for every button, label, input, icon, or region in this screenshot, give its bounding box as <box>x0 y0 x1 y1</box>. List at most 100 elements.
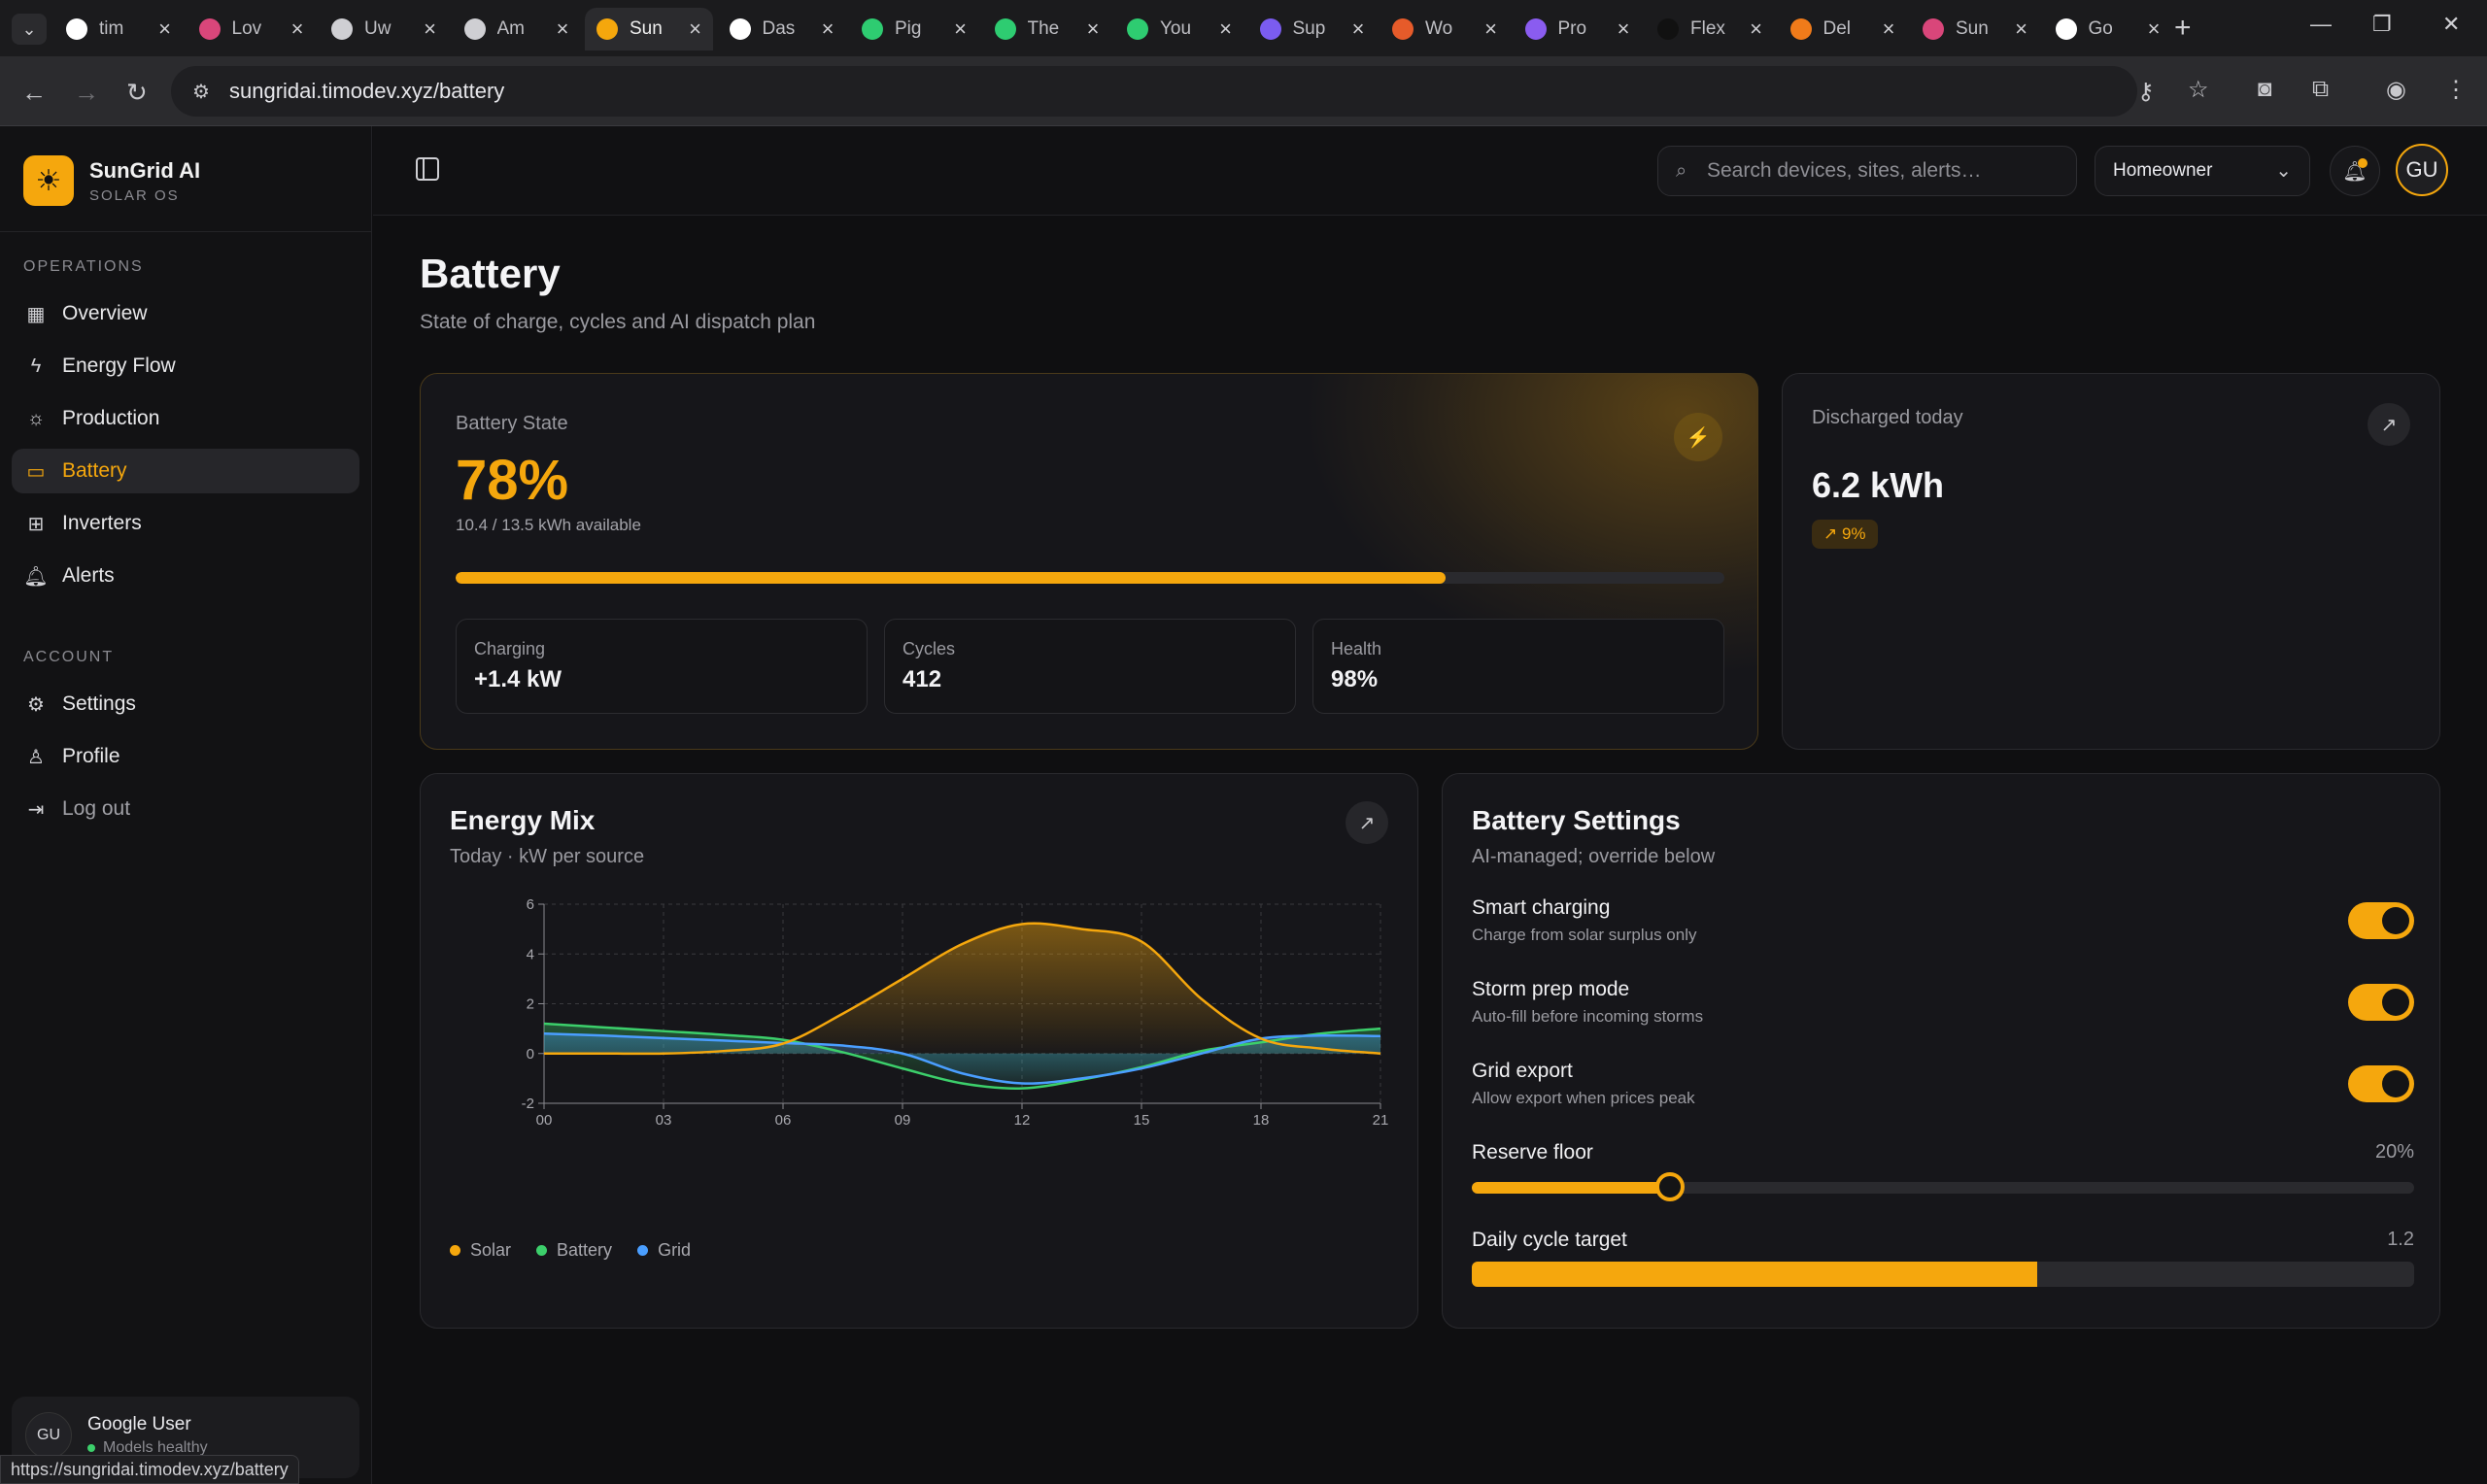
tab-title: tim <box>99 18 124 39</box>
smart-charging-toggle[interactable] <box>2348 902 2414 939</box>
browser-tab[interactable]: Das × <box>718 8 846 51</box>
discharged-today-card: Discharged today ↗ 6.2 kWh ↗ 9% <box>1782 373 2440 750</box>
minimize-button[interactable]: — <box>2310 12 2332 36</box>
password-key-icon[interactable]: ⚷ <box>2137 79 2155 105</box>
browser-tab[interactable]: Go × <box>2044 8 2172 51</box>
browser-tab[interactable]: Uw × <box>320 8 448 51</box>
close-tab-icon[interactable]: × <box>1484 17 1497 41</box>
setting-title: Daily cycle target <box>1472 1229 1627 1251</box>
extensions-icon[interactable]: ⧉ <box>2312 76 2330 102</box>
close-tab-icon[interactable]: × <box>2015 17 2027 41</box>
notification-dot <box>2358 158 2368 168</box>
setting-title: Smart charging <box>1472 896 1611 919</box>
sidebar-item-settings[interactable]: ⚙ Settings <box>12 682 359 726</box>
top-bar: ⌕ Search devices, sites, alerts… Homeown… <box>373 126 2487 216</box>
trend-badge: ↗ 9% <box>1812 520 1878 549</box>
search-input[interactable]: ⌕ Search devices, sites, alerts… <box>1657 146 2077 196</box>
close-tab-icon[interactable]: × <box>1351 17 1365 41</box>
close-tab-icon[interactable]: × <box>689 17 701 41</box>
daily-cycle-value: 1.2 <box>2387 1229 2414 1250</box>
open-details-button[interactable]: ↗ <box>2368 403 2410 446</box>
brand[interactable]: ☀ SunGrid AI SOLAR OS <box>23 155 200 206</box>
reload-button[interactable]: ↻ <box>126 78 148 107</box>
browser-tab[interactable]: Pro × <box>1514 8 1642 51</box>
open-details-button[interactable]: ↗ <box>1346 801 1388 844</box>
site-info-icon[interactable]: ⚙ <box>192 82 210 103</box>
close-tab-icon[interactable]: × <box>821 17 835 41</box>
storm-prep-toggle[interactable] <box>2348 984 2414 1021</box>
series-line-battery <box>543 1022 1381 1090</box>
browser-tab[interactable]: Wo × <box>1380 8 1509 51</box>
close-tab-icon[interactable]: × <box>1750 17 1762 41</box>
sidebar-item-label: Log out <box>62 797 131 820</box>
forward-button[interactable]: → <box>74 78 99 107</box>
tab-favicon-icon <box>729 18 751 40</box>
restore-button[interactable]: ❐ <box>2372 12 2392 36</box>
slider-thumb[interactable] <box>1654 1172 1685 1201</box>
close-window-button[interactable]: ✕ <box>2442 12 2461 36</box>
sidebar-item-alerts[interactable]: 🔔︎ Alerts <box>12 554 359 598</box>
close-tab-icon[interactable]: × <box>290 17 304 41</box>
toggle-sidebar-icon[interactable] <box>416 157 439 181</box>
sidebar-item-profile[interactable]: ♙ Profile <box>12 734 359 779</box>
page-title: Battery <box>420 251 561 296</box>
grid-export-toggle[interactable] <box>2348 1065 2414 1102</box>
browser-tab[interactable]: Am × <box>453 8 581 51</box>
browser-tab[interactable]: The × <box>983 8 1111 51</box>
toggle-knob <box>2382 1070 2409 1097</box>
tab-strip: ⌄ tim × Lov × Uw × Am × Sun × Das × Pig × The × You × Sup ×… <box>0 0 2487 56</box>
tab-favicon-icon <box>862 18 883 40</box>
close-tab-icon[interactable]: × <box>1882 17 1895 41</box>
logout-icon: ⇥ <box>27 798 45 821</box>
close-tab-icon[interactable]: × <box>424 17 436 41</box>
bookmark-star-icon[interactable]: ☆ <box>2188 77 2209 103</box>
close-tab-icon[interactable]: × <box>2147 17 2161 41</box>
browser-tab[interactable]: Pig × <box>850 8 978 51</box>
tab-title: Pro <box>1557 18 1587 39</box>
avatar[interactable]: GU <box>2396 144 2448 196</box>
tab-title: Sun <box>630 18 663 39</box>
legend-label: Battery <box>557 1240 613 1260</box>
browser-tab[interactable]: Del × <box>1779 8 1907 51</box>
browser-tab[interactable]: Sun × <box>1911 8 2039 51</box>
browser-tab[interactable]: Flex × <box>1646 8 1774 51</box>
sidebar-item-inverters[interactable]: ⊞ Inverters <box>12 501 359 546</box>
slider-fill <box>1472 1182 1670 1194</box>
camera-icon[interactable]: ◙ <box>2258 76 2272 102</box>
close-tab-icon[interactable]: × <box>1086 17 1100 41</box>
tab-search-button[interactable]: ⌄ <box>12 14 47 45</box>
browser-tab[interactable]: You × <box>1115 8 1244 51</box>
sidebar-item-battery[interactable]: ▭ Battery <box>12 449 359 493</box>
close-tab-icon[interactable]: × <box>1617 17 1630 41</box>
setting-title: Grid export <box>1472 1060 1573 1082</box>
stat-label: Charging <box>474 639 546 658</box>
menu-icon[interactable]: ⋮ <box>2444 77 2468 103</box>
profile-icon[interactable]: ◉ <box>2386 77 2406 103</box>
close-tab-icon[interactable]: × <box>556 17 569 41</box>
back-button[interactable]: ← <box>21 78 47 107</box>
browser-tab[interactable]: tim × <box>54 8 183 51</box>
sidebar-item-logout[interactable]: ⇥ Log out <box>12 787 359 831</box>
close-tab-icon[interactable]: × <box>158 17 171 41</box>
browser-tab[interactable]: Sun × <box>585 8 713 51</box>
new-tab-button[interactable]: + <box>2174 12 2192 44</box>
close-tab-icon[interactable]: × <box>1219 17 1232 41</box>
daily-cycle-slider[interactable] <box>1472 1262 2414 1287</box>
sidebar-item-production[interactable]: ☼ Production <box>12 396 359 441</box>
tab-title: You <box>1160 18 1192 39</box>
x-tick-label: 03 <box>656 1112 672 1129</box>
setting-smart-charging: Smart charging Charge from solar surplus… <box>1472 896 2414 964</box>
tab-title: Wo <box>1425 18 1453 39</box>
tab-favicon-icon <box>463 18 486 40</box>
close-tab-icon[interactable]: × <box>954 17 967 41</box>
sidebar-item-energy-flow[interactable]: ϟ Energy Flow <box>12 344 359 388</box>
reserve-floor-slider[interactable] <box>1472 1172 2414 1201</box>
url-field[interactable]: ⚙ sungridai.timodev.xyz/battery <box>171 66 2137 117</box>
browser-tab[interactable]: Sup × <box>1248 8 1377 51</box>
sidebar-item-overview[interactable]: ▦ Overview <box>12 291 359 336</box>
stat-label: Cycles <box>903 639 956 658</box>
browser-tab[interactable]: Lov × <box>187 8 316 51</box>
notifications-button[interactable]: 🔔︎ <box>2330 146 2380 196</box>
divider <box>0 231 372 232</box>
role-select[interactable]: Homeowner ⌄ <box>2095 146 2310 196</box>
